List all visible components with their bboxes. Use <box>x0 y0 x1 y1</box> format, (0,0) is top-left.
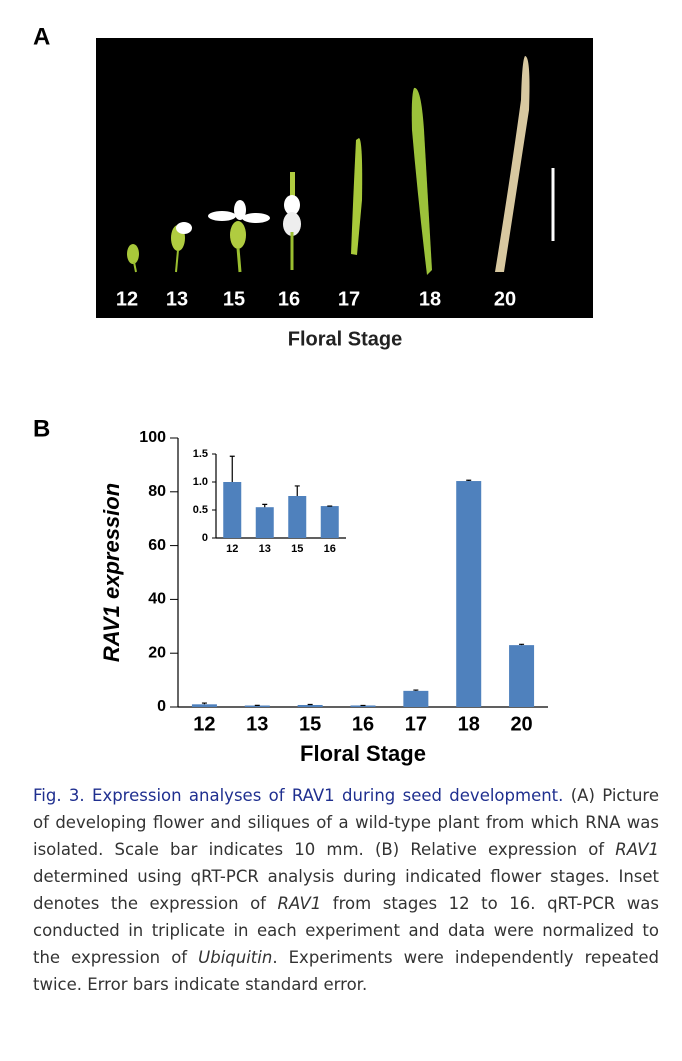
y-tick-label: 100 <box>139 429 166 446</box>
stage-label: 16 <box>278 288 300 310</box>
y-tick-label: 1.0 <box>193 476 208 488</box>
stage-label: 17 <box>338 288 360 310</box>
y-axis-label: RAV1 expression <box>99 483 124 662</box>
error-bar <box>294 485 300 496</box>
error-bar <box>466 479 472 482</box>
stage-label: 20 <box>494 288 516 310</box>
bar <box>255 507 274 538</box>
x-tick-label: 20 <box>510 713 532 735</box>
y-tick-label: 40 <box>148 591 166 608</box>
y-tick-label: 0.5 <box>193 504 208 516</box>
caption-gene: Ubiquitin <box>198 948 273 967</box>
x-tick-label: 16 <box>324 543 336 555</box>
bar <box>456 481 482 707</box>
x-tick-label: 17 <box>405 713 427 735</box>
bar <box>223 482 242 538</box>
bar <box>244 705 270 707</box>
x-tick-label: 13 <box>246 713 268 735</box>
error-bar <box>229 455 235 482</box>
x-tick-label: 13 <box>259 543 271 555</box>
caption-text: determined using qRT-PCR analysis during… <box>33 867 659 913</box>
x-tick-label: 18 <box>458 713 480 735</box>
stage-label: 15 <box>223 288 245 310</box>
error-bar <box>201 702 207 705</box>
caption-gene: RAV1 <box>615 840 659 859</box>
bar <box>297 704 323 707</box>
stage-label: 13 <box>166 288 188 310</box>
caption-title: Fig. 3. Expression analyses of RAV1 duri… <box>33 786 564 805</box>
y-tick-label: 80 <box>148 483 166 500</box>
x-axis-label: Floral Stage <box>300 741 426 766</box>
bar <box>191 704 217 707</box>
bar <box>403 690 429 707</box>
bar <box>509 645 535 707</box>
panel-label: A <box>33 23 50 50</box>
y-tick-label: 0 <box>202 532 208 544</box>
photo-x-label: Floral Stage <box>288 328 402 350</box>
x-tick-label: 16 <box>352 713 374 735</box>
caption-text: from stages 12 to 16. qRT-PCR was conduc… <box>33 894 659 967</box>
figure: A Floral Stage B 12 13 15 16 17 18 20 0 20 40 60 80… <box>33 23 593 766</box>
x-tick-label: 12 <box>226 543 238 555</box>
caption: Fig. 3. Expression analyses of RAV1 duri… <box>33 782 659 998</box>
bar <box>320 506 339 538</box>
x-tick-label: 15 <box>291 543 303 555</box>
bar <box>288 496 307 538</box>
error-bar <box>413 689 419 691</box>
y-tick-label: 60 <box>148 537 166 554</box>
caption-text: . Experiments were independently repeate… <box>33 948 659 994</box>
bar <box>350 705 376 707</box>
photo <box>96 38 593 318</box>
panel-label: B <box>33 415 50 442</box>
error-bar <box>262 503 268 508</box>
caption-gene: RAV1 <box>277 894 322 913</box>
y-tick-label: 0 <box>157 698 166 715</box>
x-tick-label: 15 <box>299 713 321 735</box>
error-bar <box>519 643 525 646</box>
y-tick-label: 1.5 <box>193 448 208 460</box>
stage-label: 12 <box>116 288 138 310</box>
x-tick-label: 12 <box>193 713 215 735</box>
stage-label: 18 <box>419 288 441 310</box>
y-tick-label: 20 <box>148 644 166 661</box>
caption-text: (A) Picture of developing flower and sil… <box>33 786 659 859</box>
